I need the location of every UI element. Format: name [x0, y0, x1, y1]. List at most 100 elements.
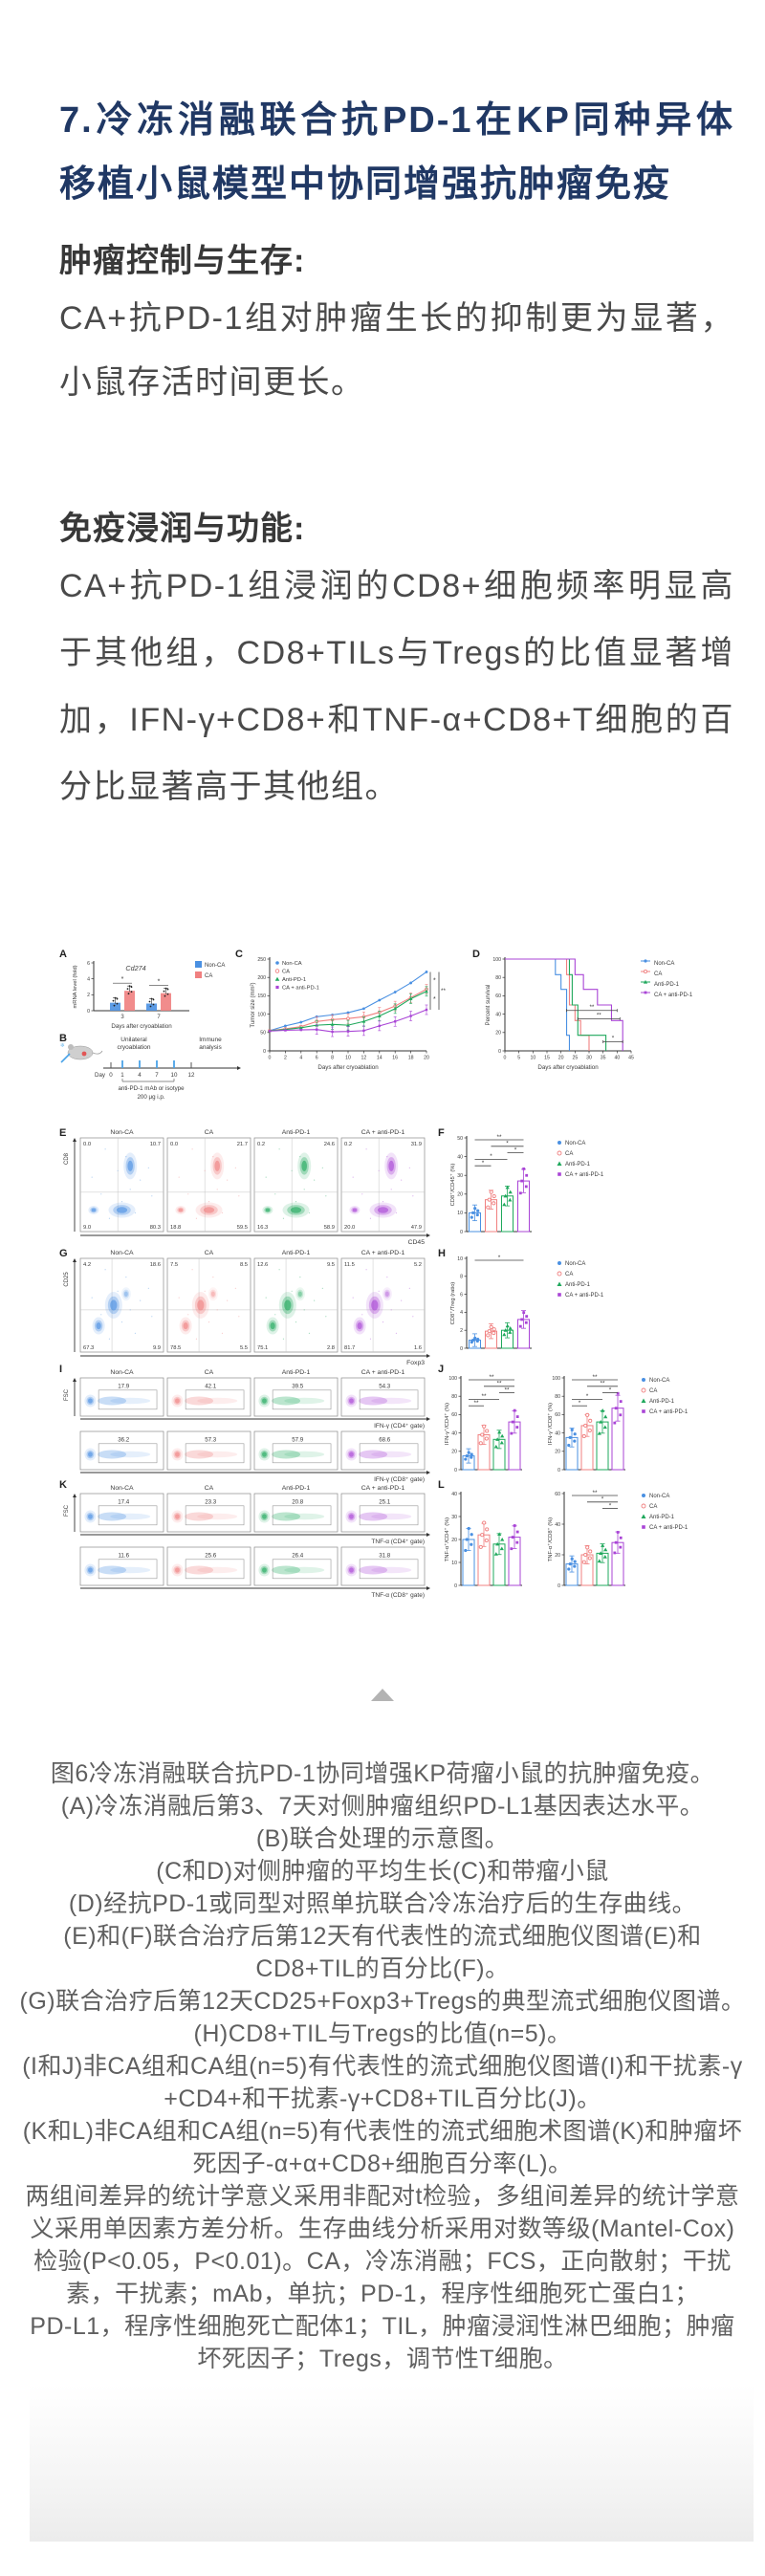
svg-text:18.8: 18.8 [170, 1225, 181, 1231]
svg-text:Anti-PD-1: Anti-PD-1 [649, 1515, 675, 1520]
svg-text:CD8: CD8 [64, 1152, 70, 1165]
svg-text:*: * [612, 1035, 615, 1041]
svg-text:45: 45 [628, 1056, 634, 1061]
svg-text:40: 40 [614, 1056, 620, 1061]
collapse-arrow-icon[interactable] [371, 1689, 394, 1701]
panel-g: G Non-CA CA Anti-PD-1 CA + anti-PD-1 CD25 4.2 1… [59, 1248, 430, 1366]
svg-text:CA: CA [205, 973, 212, 979]
svg-text:4: 4 [460, 1310, 463, 1316]
svg-text:16: 16 [392, 1056, 398, 1061]
page-title: 7.冷冻消融联合抗PD-1在KP同种异体移植小鼠模型中协同增强抗肿瘤免疫 [59, 100, 734, 205]
svg-text:Percent survival: Percent survival [486, 985, 492, 1026]
svg-text:Unilateral: Unilateral [120, 1037, 147, 1043]
svg-text:FSC: FSC [64, 1504, 70, 1517]
svg-text:F: F [438, 1127, 445, 1139]
svg-text:Day: Day [95, 1072, 106, 1079]
svg-text:40: 40 [555, 1522, 560, 1528]
svg-text:9.9: 9.9 [153, 1345, 161, 1351]
panel-d: D 0 20 40 60 80 100 0 5 10 15 20 25 30 35 40 45 Percent s… [472, 949, 693, 1071]
svg-text:6: 6 [316, 1056, 318, 1061]
svg-text:Anti-PD-1: Anti-PD-1 [565, 1282, 591, 1288]
svg-text:20: 20 [457, 1192, 463, 1198]
svg-text:0: 0 [557, 1583, 560, 1589]
svg-text:4: 4 [299, 1056, 302, 1061]
svg-text:Cd274: Cd274 [125, 964, 145, 972]
svg-text:6: 6 [460, 1292, 463, 1298]
svg-text:TNF-α (CD4⁺ gate): TNF-α (CD4⁺ gate) [371, 1539, 425, 1545]
svg-text:*: * [482, 1160, 485, 1167]
svg-text:2: 2 [87, 993, 90, 998]
svg-text:100: 100 [448, 1376, 457, 1382]
svg-text:18.6: 18.6 [150, 1262, 161, 1268]
svg-text:3: 3 [120, 1015, 124, 1020]
svg-text:31.8: 31.8 [379, 1553, 391, 1560]
svg-text:9.0: 9.0 [83, 1225, 91, 1231]
svg-text:Anti-PD-1: Anti-PD-1 [654, 982, 680, 988]
svg-text:17.9: 17.9 [118, 1384, 130, 1390]
svg-text:CA + anti-PD-1: CA + anti-PD-1 [361, 1369, 405, 1376]
svg-text:31.9: 31.9 [411, 1142, 422, 1147]
svg-text:150: 150 [257, 993, 266, 999]
svg-text:Non-CA: Non-CA [110, 1250, 134, 1256]
svg-text:21.7: 21.7 [237, 1142, 248, 1147]
svg-text:D: D [472, 949, 480, 960]
svg-text:100: 100 [552, 1376, 560, 1382]
svg-text:**: ** [592, 1374, 598, 1381]
svg-text:CA: CA [565, 1151, 573, 1157]
svg-text:78.5: 78.5 [170, 1345, 181, 1351]
svg-text:20: 20 [451, 1450, 457, 1455]
svg-text:0: 0 [109, 1072, 113, 1079]
svg-text:4: 4 [138, 1072, 142, 1079]
svg-text:Immune: Immune [199, 1037, 222, 1043]
svg-text:Non-CA: Non-CA [649, 1378, 669, 1384]
svg-text:CA: CA [205, 1369, 214, 1376]
svg-text:**: ** [600, 1381, 605, 1387]
svg-text:CA + anti-PD-1: CA + anti-PD-1 [654, 993, 693, 998]
svg-text:*: * [514, 1146, 517, 1153]
svg-text:24.6: 24.6 [324, 1142, 335, 1147]
svg-text:12.6: 12.6 [257, 1262, 268, 1268]
svg-text:Non-CA: Non-CA [110, 1485, 134, 1492]
svg-text:cryoablation: cryoablation [117, 1044, 150, 1051]
svg-text:40: 40 [451, 1492, 457, 1497]
svg-text:57.9: 57.9 [292, 1437, 304, 1444]
svg-text:TNF-α⁺/CD4⁺ (%): TNF-α⁺/CD4⁺ (%) [444, 1517, 450, 1562]
svg-text:10: 10 [345, 1056, 351, 1061]
svg-text:CA + anti-PD-1: CA + anti-PD-1 [565, 1293, 604, 1299]
svg-text:40: 40 [495, 1012, 501, 1017]
svg-text:*: * [121, 976, 124, 983]
svg-text:23.3: 23.3 [205, 1499, 217, 1506]
svg-text:40: 40 [555, 1430, 560, 1436]
svg-text:12: 12 [361, 1056, 367, 1061]
svg-text:0: 0 [498, 1049, 501, 1055]
svg-text:11.5: 11.5 [344, 1262, 355, 1268]
svg-text:Anti-PD-1: Anti-PD-1 [282, 1250, 311, 1256]
svg-text:**: ** [504, 1386, 510, 1393]
svg-text:26.4: 26.4 [292, 1553, 304, 1560]
svg-text:10: 10 [530, 1056, 536, 1061]
svg-text:7: 7 [157, 1015, 161, 1020]
svg-text:42.1: 42.1 [205, 1384, 217, 1390]
svg-text:**: ** [489, 1374, 494, 1381]
svg-text:**: ** [496, 1134, 502, 1141]
svg-text:CA + anti-PD-1: CA + anti-PD-1 [361, 1485, 405, 1492]
svg-text:IFN-γ⁺/CD4⁺ (%): IFN-γ⁺/CD4⁺ (%) [444, 1403, 450, 1445]
svg-text:80: 80 [555, 1394, 560, 1400]
svg-text:2: 2 [460, 1328, 463, 1334]
svg-text:7.5: 7.5 [170, 1262, 178, 1268]
svg-text:50: 50 [260, 1031, 266, 1037]
svg-text:0: 0 [504, 1056, 507, 1061]
panel-h: H 0 2 4 6 8 10 CD8⁺/Treg (ratio) * Non-CA CA Anti-P… [438, 1248, 604, 1352]
svg-text:Non-CA: Non-CA [205, 963, 225, 969]
svg-text:CA + anti-PD-1: CA + anti-PD-1 [649, 1409, 688, 1415]
svg-text:10.7: 10.7 [150, 1142, 161, 1147]
svg-text:10: 10 [457, 1256, 463, 1262]
svg-text:12: 12 [188, 1072, 195, 1079]
paragraph-immune-function: CA+抗PD-1组浸润的CD8+细胞频率明显高于其他组，CD8+TILs与Tre… [59, 568, 734, 805]
svg-text:47.9: 47.9 [411, 1225, 422, 1231]
bottom-fade [30, 2384, 754, 2542]
svg-text:CA: CA [565, 1272, 573, 1277]
